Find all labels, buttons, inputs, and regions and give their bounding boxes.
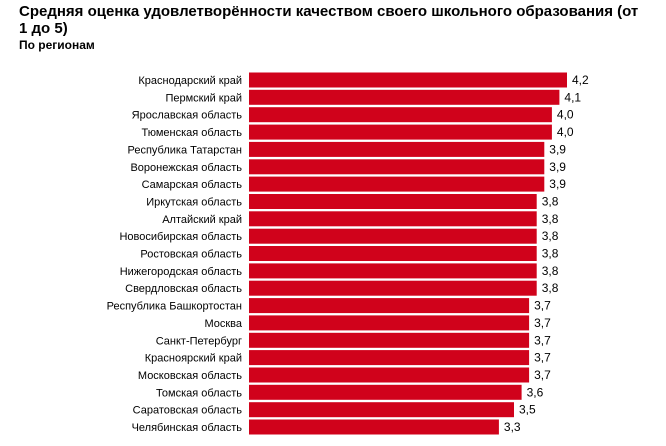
category-label: Нижегородская область <box>120 266 243 278</box>
chart-title: Средняя оценка удовлетворённости качеств… <box>19 3 639 37</box>
category-label: Ростовская область <box>140 249 242 261</box>
bar <box>249 211 537 227</box>
bar <box>249 367 530 383</box>
value-label: 3,8 <box>542 264 559 278</box>
value-label: 4,1 <box>564 90 581 104</box>
category-label: Алтайский край <box>162 214 242 226</box>
value-label: 3,3 <box>504 420 521 434</box>
bar <box>249 419 499 435</box>
bar <box>249 228 537 244</box>
bar <box>249 298 530 314</box>
bar <box>249 176 545 192</box>
category-label: Челябинская область <box>132 422 243 434</box>
category-label: Саратовская область <box>133 405 243 417</box>
value-label: 3,8 <box>542 212 559 226</box>
bar <box>249 89 560 105</box>
category-label: Самарская область <box>142 179 243 191</box>
value-label: 3,9 <box>549 177 566 191</box>
value-label: 3,9 <box>549 160 566 174</box>
category-label: Ярославская область <box>132 110 243 122</box>
bar <box>249 315 530 331</box>
value-label: 3,8 <box>542 229 559 243</box>
category-label: Пермский край <box>165 92 242 104</box>
value-label: 3,9 <box>549 142 566 156</box>
bar <box>249 124 552 140</box>
value-label: 3,7 <box>534 333 551 347</box>
category-label: Красноярский край <box>145 353 242 365</box>
chart-subtitle: По регионам <box>19 38 95 52</box>
category-label: Тюменская область <box>141 127 242 139</box>
value-label: 3,7 <box>534 316 551 330</box>
value-label: 4,0 <box>557 108 574 122</box>
bar <box>249 107 552 123</box>
category-label: Воронежская область <box>130 162 242 174</box>
category-label: Санкт-Петербург <box>156 335 242 347</box>
category-label: Республика Татарстан <box>127 144 242 156</box>
bar <box>249 159 545 175</box>
value-label: 3,7 <box>534 351 551 365</box>
bar <box>249 350 530 366</box>
bar <box>249 384 522 400</box>
value-label: 3,7 <box>534 299 551 313</box>
bar <box>249 263 537 279</box>
bar <box>249 194 537 209</box>
bar <box>249 280 537 296</box>
category-label: Новосибирская область <box>119 231 242 243</box>
bar <box>249 246 537 261</box>
value-label: 3,7 <box>534 368 551 382</box>
value-label: 3,5 <box>519 403 536 417</box>
bar <box>249 332 530 348</box>
category-label: Московская область <box>138 370 242 382</box>
bar <box>249 141 545 157</box>
value-label: 3,8 <box>542 281 559 295</box>
category-label: Томская область <box>156 387 242 399</box>
value-label: 3,6 <box>527 385 544 399</box>
value-label: 3,8 <box>542 247 559 261</box>
bar <box>249 72 567 88</box>
value-label: 4,2 <box>572 73 589 87</box>
category-label: Иркутская область <box>146 197 242 209</box>
category-label: Республика Башкортостан <box>107 301 242 313</box>
category-label: Свердловская область <box>125 283 242 295</box>
category-label: Краснодарский край <box>138 75 242 87</box>
category-label: Москва <box>204 318 242 330</box>
value-label: 4,0 <box>557 125 574 139</box>
bar <box>249 402 514 418</box>
value-label: 3,8 <box>542 195 559 209</box>
